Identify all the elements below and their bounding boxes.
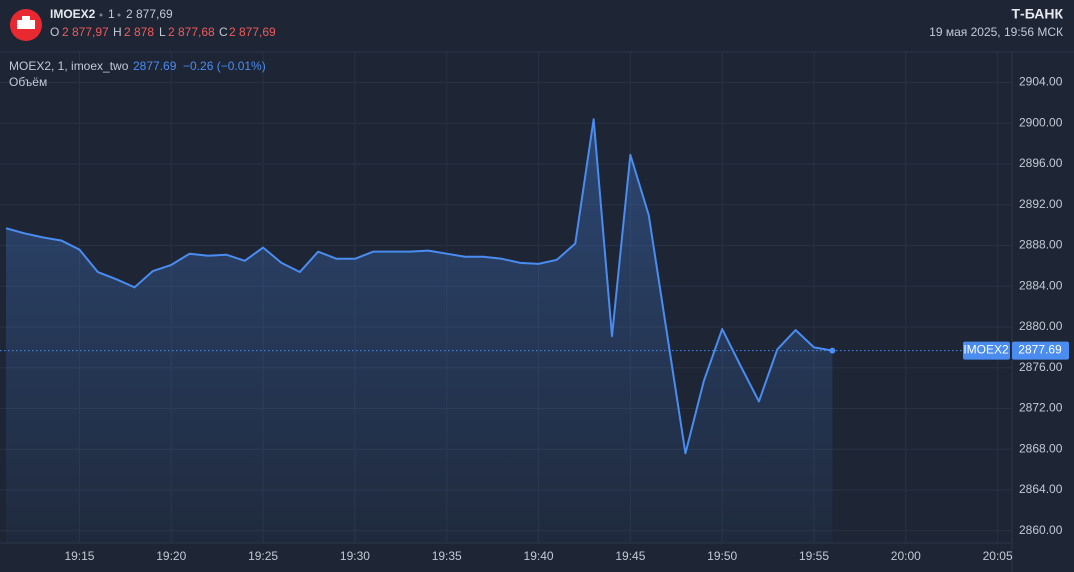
price-tag-value: 2877.69 bbox=[1018, 343, 1062, 357]
x-tick-label: 19:25 bbox=[248, 549, 278, 563]
x-tick-label: 19:20 bbox=[156, 549, 186, 563]
ohlc-key: L bbox=[159, 25, 166, 39]
datetime: 19 мая 2025, 19:56 МСК bbox=[929, 25, 1063, 39]
x-tick-label: 19:45 bbox=[615, 549, 645, 563]
ohlc-key: O bbox=[50, 25, 59, 39]
ohlc-value: 2 878 bbox=[124, 25, 154, 39]
logo-mark bbox=[17, 20, 35, 29]
x-tick-label: 19:30 bbox=[340, 549, 370, 563]
line bbox=[5, 118, 833, 455]
price-tag bbox=[1012, 341, 1069, 360]
ohlc-key: H bbox=[113, 25, 122, 39]
y-tick-label: 2884.00 bbox=[1019, 278, 1063, 292]
y-tick-label: 2880.00 bbox=[1019, 319, 1063, 333]
y-tick-label: 2900.00 bbox=[1019, 115, 1063, 129]
logo-mark bbox=[22, 16, 30, 21]
x-tick-label: 19:15 bbox=[64, 549, 94, 563]
price-tag bbox=[963, 341, 1010, 360]
price-tag-name: IMOEX2 bbox=[963, 343, 1009, 357]
ohlc-value: 2 877,97 bbox=[62, 25, 109, 39]
y-tick-label: 2888.00 bbox=[1019, 238, 1063, 252]
y-tick-label: 2892.00 bbox=[1019, 197, 1063, 211]
interval: 1 bbox=[108, 7, 115, 21]
separator bbox=[117, 13, 121, 17]
y-tick-label: 2864.00 bbox=[1019, 482, 1063, 496]
last-point bbox=[829, 347, 836, 354]
price: 2 877,69 bbox=[126, 7, 173, 21]
x-tick-label: 20:05 bbox=[983, 549, 1013, 563]
area bbox=[6, 119, 833, 544]
ohlc-value: 2 877,69 bbox=[229, 25, 276, 39]
brand: Т‑БАНК bbox=[1011, 6, 1063, 22]
separator bbox=[99, 13, 103, 17]
x-tick-label: 19:40 bbox=[524, 549, 554, 563]
x-tick-label: 19:50 bbox=[707, 549, 737, 563]
symbol: IMOEX2 bbox=[50, 7, 96, 21]
y-tick-label: 2872.00 bbox=[1019, 401, 1063, 415]
volume-label: Объём bbox=[9, 75, 47, 89]
y-tick-label: 2860.00 bbox=[1019, 523, 1063, 537]
ohlc-value: 2 877,68 bbox=[168, 25, 215, 39]
ohlc-key: C bbox=[219, 25, 228, 39]
x-tick-label: 20:00 bbox=[891, 549, 921, 563]
y-tick-label: 2876.00 bbox=[1019, 360, 1063, 374]
legend-change: −0.26 (−0.01%) bbox=[183, 59, 266, 73]
y-tick-label: 2868.00 bbox=[1019, 441, 1063, 455]
y-tick-label: 2896.00 bbox=[1019, 156, 1063, 170]
legend-value: 2877.69 bbox=[133, 59, 177, 73]
legend-label: MOEX2, 1, imoex_two bbox=[9, 59, 129, 73]
y-tick-label: 2904.00 bbox=[1019, 75, 1063, 89]
x-tick-label: 19:55 bbox=[799, 549, 829, 563]
x-tick-label: 19:35 bbox=[432, 549, 462, 563]
plot bbox=[0, 52, 1012, 544]
